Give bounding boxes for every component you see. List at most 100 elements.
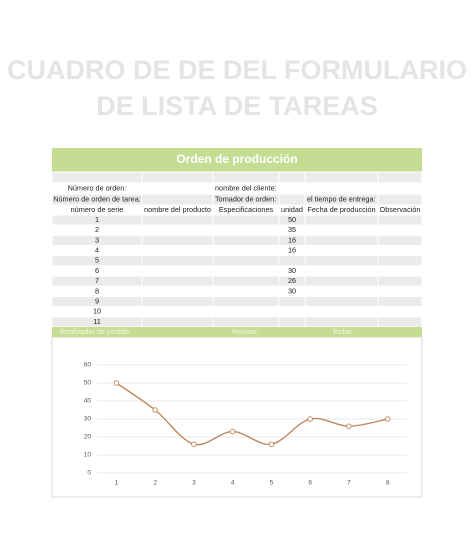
cell-box <box>377 182 423 195</box>
x-tick-label: 8 <box>386 480 390 487</box>
cell-box <box>304 171 379 184</box>
info-label: nombre del cliente: <box>215 183 277 192</box>
cell-box <box>141 224 214 236</box>
heading-bar <box>52 148 422 172</box>
cell-box <box>51 171 143 184</box>
column-header: unidad <box>281 205 303 214</box>
cell-box <box>377 214 423 226</box>
cell-box <box>212 295 280 308</box>
unit: 16 <box>288 235 296 244</box>
point <box>307 416 313 422</box>
cell-box <box>278 171 306 184</box>
cell-box <box>212 171 280 184</box>
point <box>229 428 236 435</box>
column-header: Fecha de producción <box>307 205 375 214</box>
cell-box <box>304 285 379 297</box>
cell-box <box>304 306 379 318</box>
chart-frame <box>51 336 423 498</box>
cell-box <box>377 255 423 267</box>
cell-box <box>304 245 379 257</box>
cell-box <box>377 295 423 308</box>
title: DE LISTA DE TAREAS <box>96 91 378 121</box>
y-tick-label: 30 <box>84 416 92 423</box>
footer-bar <box>52 327 422 337</box>
serial: 8 <box>95 286 99 295</box>
cell-box <box>212 285 280 297</box>
cell-box <box>141 316 214 328</box>
cell-box <box>212 255 280 267</box>
line <box>115 382 388 446</box>
cell-box <box>278 182 306 195</box>
cell-box <box>212 245 280 257</box>
x-tick-label: 7 <box>347 480 351 487</box>
column-header: número de serie <box>71 205 124 214</box>
y-tick-label: 50 <box>84 380 92 387</box>
unit: 50 <box>288 215 296 224</box>
info-label: Número de orden de tarea: <box>53 194 141 203</box>
cell-box <box>304 234 379 247</box>
unit: 16 <box>288 246 296 255</box>
x-tick-label: 2 <box>153 480 157 487</box>
cell-box <box>377 275 423 287</box>
y-tick-label: 20 <box>84 434 92 441</box>
cell-box <box>278 295 306 308</box>
cell-box <box>304 182 379 195</box>
unit: 35 <box>288 225 296 234</box>
info-label: Tomador de orden: <box>215 194 276 203</box>
cell-box <box>141 182 214 195</box>
serial: 2 <box>95 225 99 234</box>
cell-box <box>377 193 423 206</box>
cell-box <box>377 285 423 297</box>
cell-box <box>141 171 214 184</box>
x-tick-label: 4 <box>231 480 235 487</box>
column-header: Observación <box>380 205 421 214</box>
cell-box <box>278 306 306 318</box>
cell-box <box>141 245 214 257</box>
cell-box <box>278 193 306 206</box>
unit: 30 <box>288 286 296 295</box>
cell-box <box>377 245 423 257</box>
x-tick-label: 6 <box>308 480 312 487</box>
cell-box <box>212 224 280 236</box>
point <box>384 416 391 422</box>
cell-box <box>212 234 280 247</box>
cell-box <box>304 214 379 226</box>
cell-box <box>141 306 214 318</box>
unit: 26 <box>288 276 296 285</box>
serial: 5 <box>95 256 99 265</box>
serial: 7 <box>95 276 99 285</box>
cell-box <box>377 171 423 184</box>
cell-box <box>212 265 280 277</box>
serial: 10 <box>93 307 101 316</box>
cell-box <box>212 306 280 318</box>
cell-box <box>212 214 280 226</box>
cell-box <box>141 234 214 247</box>
point <box>268 441 275 447</box>
cell-box <box>141 295 214 308</box>
x-tick-label: 1 <box>115 480 119 487</box>
cell-box <box>377 265 423 277</box>
info-label: Número de orden: <box>68 183 127 192</box>
unit: 30 <box>288 266 296 275</box>
x-tick-label: 5 <box>270 480 274 487</box>
cell-box <box>304 255 379 267</box>
footer-label: Revisar: <box>232 327 259 336</box>
y-tick-label: 0 <box>87 470 91 477</box>
cell-box <box>141 255 214 267</box>
heading: Orden de producción <box>176 152 297 166</box>
cell-box <box>141 265 214 277</box>
serial: 6 <box>95 266 99 275</box>
title: CUADRO DE DE DEL FORMULARIO <box>7 55 467 85</box>
serial: 4 <box>95 246 99 255</box>
cell-box <box>377 306 423 318</box>
serial: 9 <box>95 296 99 305</box>
cell-box <box>278 255 306 267</box>
x-tick-label: 3 <box>192 480 196 487</box>
column-header: nombre del producto <box>144 205 211 214</box>
y-tick-label: 60 <box>84 362 92 369</box>
point <box>113 380 120 386</box>
cell-box <box>304 295 379 308</box>
y-tick-label: 40 <box>84 398 92 405</box>
y-tick-label: 10 <box>84 452 92 459</box>
